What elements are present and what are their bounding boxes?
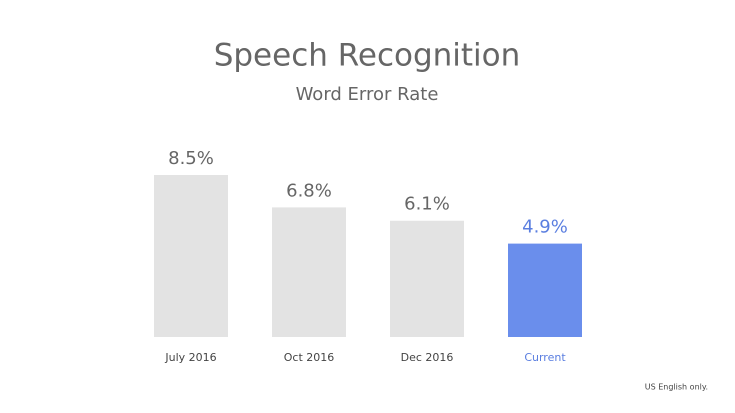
bar [154, 175, 228, 337]
value-label: 6.8% [286, 180, 332, 201]
chart-subtitle: Word Error Rate [296, 84, 439, 105]
bar [508, 243, 582, 337]
value-label: 6.1% [404, 194, 450, 215]
value-label: 4.9% [522, 217, 568, 238]
footnote: US English only. [645, 383, 708, 392]
x-tick-label: July 2016 [164, 351, 216, 364]
x-tick-label: Current [524, 351, 566, 364]
bar [390, 220, 464, 337]
chart-title: Speech Recognition [214, 38, 521, 74]
value-label: 8.5% [168, 148, 214, 169]
bar [272, 207, 346, 337]
x-tick-label: Oct 2016 [284, 351, 335, 364]
x-tick-label: Dec 2016 [401, 351, 454, 364]
